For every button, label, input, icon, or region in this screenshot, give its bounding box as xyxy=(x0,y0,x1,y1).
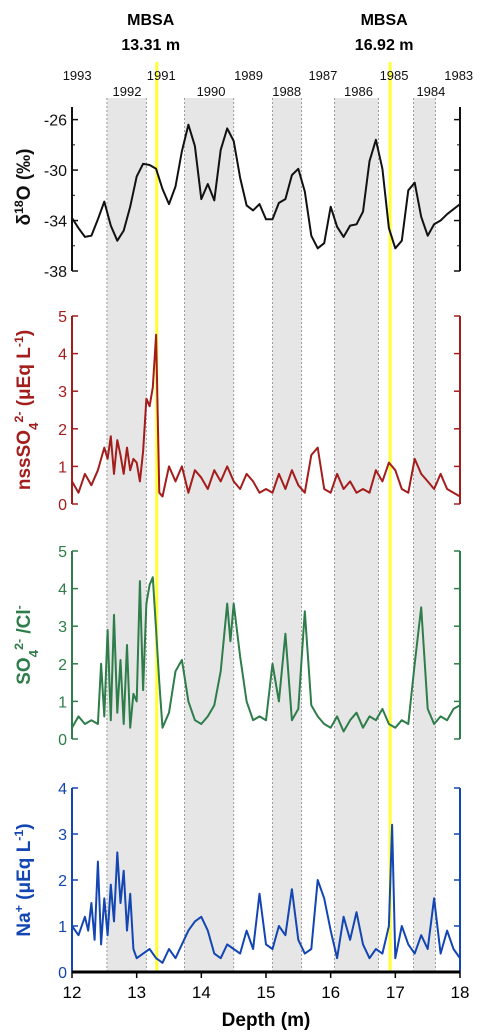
so4cl-tick-label-0: 0 xyxy=(58,732,67,749)
year-labels: 1993 1992 1991 1990 1989 1988 1987 1986 1985 1984… xyxy=(63,68,473,99)
year-label-9: 1984 xyxy=(416,84,445,99)
na-tick-label-0: 0 xyxy=(58,965,67,982)
year-label-4: 1989 xyxy=(234,68,263,83)
year-gridlines xyxy=(106,98,436,972)
x-tick-label-4: 16 xyxy=(321,983,340,1002)
x-axis-label: Depth (m) xyxy=(222,1010,311,1031)
shaded-band-3 xyxy=(334,98,379,972)
nss-ylabel: nssSO42- (μEq L-1) xyxy=(12,330,41,490)
panels: -38 -34 -30 -26 δ18O (‰) 0 1 2 3 4 5 nssSO42- (μEq … xyxy=(12,107,461,982)
d18o-series-line xyxy=(71,123,461,250)
so4cl-tick-label-2: 2 xyxy=(58,657,67,674)
nss-tick-label-1: 1 xyxy=(58,459,67,476)
shaded-year-bands xyxy=(106,98,436,972)
so4cl-tick-label-1: 1 xyxy=(58,694,67,711)
shaded-band-4 xyxy=(413,98,436,972)
x-tick-label-0: 12 xyxy=(63,983,82,1002)
event-labels: MBSA 13.31 m MBSA 16.92 m xyxy=(121,12,413,54)
year-label-7: 1986 xyxy=(344,84,373,99)
event-depth-1: 16.92 m xyxy=(355,37,414,54)
year-label-8: 1985 xyxy=(380,68,409,83)
d18o-tick-label-0: -38 xyxy=(44,264,67,281)
nss-tick-label-3: 3 xyxy=(58,384,67,401)
panel-d18o: -38 -34 -30 -26 δ18O (‰) xyxy=(12,107,461,281)
panel-nss: 0 1 2 3 4 5 nssSO42- (μEq L-1) xyxy=(12,309,461,514)
panel-so4cl: 0 1 2 3 4 5 SO42- /Cl- xyxy=(12,544,461,749)
year-label-1: 1992 xyxy=(113,84,142,99)
d18o-tick-label-2: -30 xyxy=(44,163,67,180)
year-label-0: 1993 xyxy=(63,68,92,83)
na-tick-label-1: 1 xyxy=(58,919,67,936)
so4cl-tick-label-3: 3 xyxy=(58,619,67,636)
event-depth-0: 13.31 m xyxy=(121,37,180,54)
na-tick-label-4: 4 xyxy=(58,781,67,798)
nss-tick-label-4: 4 xyxy=(58,347,67,364)
shaded-band-0 xyxy=(106,98,147,972)
x-tick-label-3: 15 xyxy=(257,983,276,1002)
event-name-1: MBSA xyxy=(361,12,409,29)
nss-tick-label-0: 0 xyxy=(58,497,67,514)
so4cl-tick-label-4: 4 xyxy=(58,582,67,599)
na-tick-label-3: 3 xyxy=(58,827,67,844)
na-tick-label-2: 2 xyxy=(58,873,67,890)
event-lines xyxy=(155,62,392,972)
so4cl-series-line xyxy=(71,576,461,733)
x-tick-label-5: 17 xyxy=(386,983,405,1002)
d18o-tick-label-1: -34 xyxy=(44,214,67,231)
year-label-2: 1991 xyxy=(147,68,176,83)
shaded-band-2 xyxy=(272,98,302,972)
x-axis: 12 13 14 15 16 17 18 xyxy=(63,970,470,1002)
year-label-10: 1983 xyxy=(444,68,473,83)
x-tick-label-1: 13 xyxy=(127,983,146,1002)
nss-tick-label-5: 5 xyxy=(58,309,67,326)
d18o-ylabel: δ18O (‰) xyxy=(12,149,35,226)
year-label-6: 1987 xyxy=(308,68,337,83)
na-series-line xyxy=(71,823,461,964)
x-tick-label-6: 18 xyxy=(451,983,470,1002)
event-name-0: MBSA xyxy=(127,12,175,29)
d18o-tick-label-3: -26 xyxy=(44,113,67,130)
year-label-3: 1990 xyxy=(197,84,226,99)
shaded-band-1 xyxy=(184,98,234,972)
panel-na: 0 1 2 3 4 Na+ (μEq L-1) xyxy=(12,781,461,982)
nss-series-line xyxy=(71,333,461,498)
nss-tick-label-2: 2 xyxy=(58,422,67,439)
x-tick-label-2: 14 xyxy=(192,983,211,1002)
so4cl-ylabel: SO42- /Cl- xyxy=(12,605,41,685)
na-ylabel: Na+ (μEq L-1) xyxy=(12,823,35,936)
year-label-5: 1988 xyxy=(272,84,301,99)
so4cl-tick-label-5: 5 xyxy=(58,544,67,561)
